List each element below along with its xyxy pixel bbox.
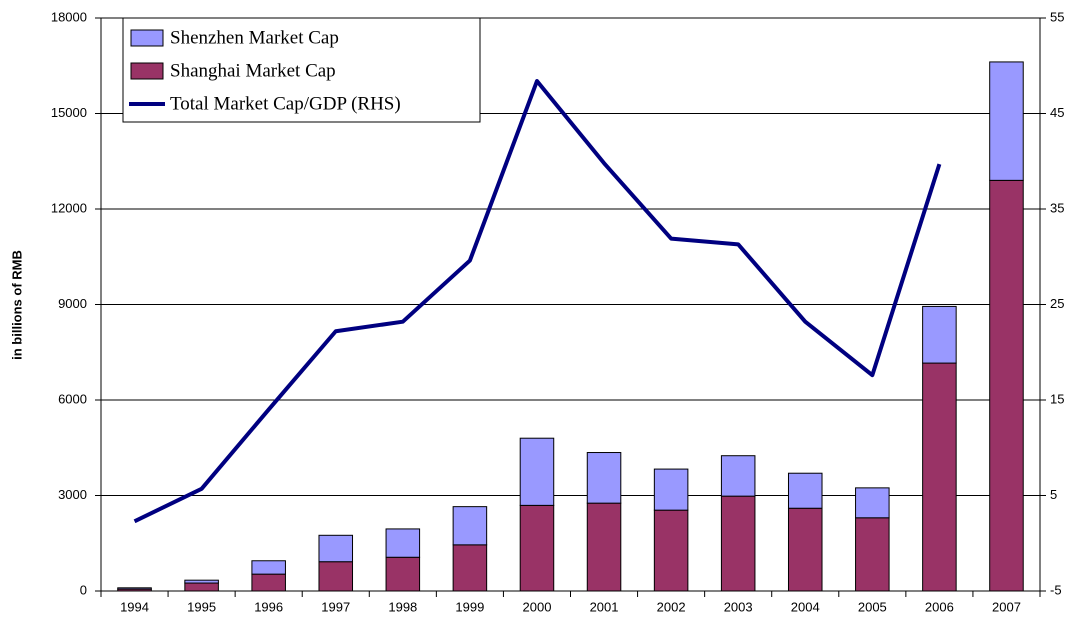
bar <box>989 179 1024 592</box>
legend-label: Shanghai Market Cap <box>170 60 336 81</box>
x-tick-label: 2007 <box>992 599 1021 614</box>
y-tick-label: 9000 <box>58 296 87 311</box>
legend-swatch <box>130 29 164 47</box>
bar <box>720 495 756 592</box>
legend-label: Shenzhen Market Cap <box>170 27 339 48</box>
bar <box>653 468 689 511</box>
y-tick-label: 15000 <box>51 105 87 120</box>
bar <box>586 452 622 504</box>
x-tick-label: 2001 <box>590 599 619 614</box>
y-tick-label: 18000 <box>51 9 87 24</box>
bar <box>251 573 286 592</box>
y2-tick-label: 15 <box>1050 391 1064 406</box>
bar <box>251 560 286 575</box>
y2-tick-label: 5 <box>1050 487 1057 502</box>
bar <box>519 437 555 506</box>
bar <box>117 587 152 590</box>
y-axis-label: in billions of RMB <box>9 250 24 360</box>
line <box>133 79 942 524</box>
y-tick-label: 12000 <box>51 200 87 215</box>
bar <box>318 534 354 563</box>
x-tick-label: 2000 <box>523 599 552 614</box>
bar <box>855 517 890 592</box>
bar <box>922 362 957 592</box>
bar <box>385 528 421 558</box>
bar <box>787 507 823 592</box>
bar <box>787 472 823 509</box>
legend-label: Total Market Cap/GDP (RHS) <box>170 93 401 114</box>
bar <box>318 561 354 592</box>
x-tick-label: 2004 <box>791 599 820 614</box>
bar <box>452 506 488 546</box>
bar <box>184 579 219 584</box>
bar <box>989 61 1024 181</box>
y2-tick-label: 45 <box>1050 105 1064 120</box>
x-tick-label: 2002 <box>657 599 686 614</box>
bar <box>653 509 689 592</box>
x-tick-label: 2005 <box>858 599 887 614</box>
x-tick-label: 1999 <box>455 599 484 614</box>
y-tick-label: 3000 <box>58 487 87 502</box>
y-tick-label: 0 <box>80 582 87 597</box>
legend: Shenzhen Market Cap Shanghai Market Cap To… <box>122 17 481 123</box>
bar <box>922 305 957 364</box>
legend-box <box>122 17 481 123</box>
bar <box>452 544 488 592</box>
x-tick-label: 1995 <box>187 599 216 614</box>
x-tick-label: 2006 <box>925 599 954 614</box>
y2-tick-label: 35 <box>1050 200 1064 215</box>
bar <box>184 582 219 592</box>
y2-tick-label: -5 <box>1050 582 1062 597</box>
x-tick-label: 1998 <box>388 599 417 614</box>
y2-tick-label: 25 <box>1050 296 1064 311</box>
legend-swatch <box>130 62 164 80</box>
y2-tick-label: 55 <box>1050 9 1064 24</box>
x-tick-label: 2003 <box>724 599 753 614</box>
y-tick-label: 6000 <box>58 391 87 406</box>
x-tick-label: 1997 <box>321 599 350 614</box>
bar <box>586 502 622 592</box>
bar <box>720 455 756 497</box>
bar <box>855 487 890 519</box>
bar <box>519 504 555 592</box>
bar <box>385 556 421 592</box>
x-tick-label: 1996 <box>254 599 283 614</box>
x-tick-label: 1994 <box>120 599 149 614</box>
